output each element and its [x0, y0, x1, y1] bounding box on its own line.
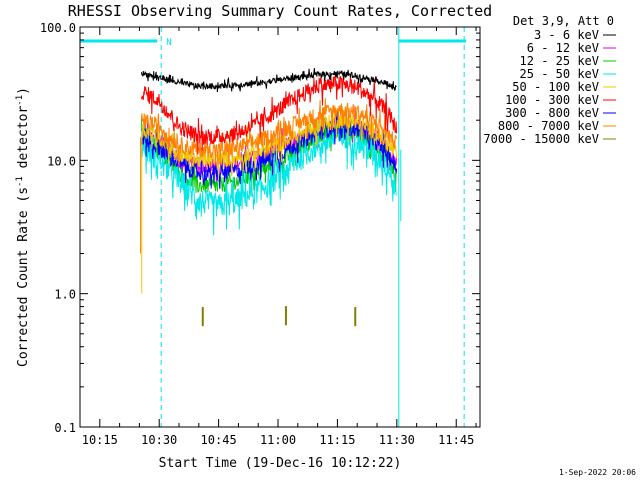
y-tick-label: 10.0	[47, 154, 76, 168]
x-tick-label: 11:45	[438, 433, 474, 447]
legend-label: 300 - 800 keV	[505, 106, 599, 120]
legend-label: 12 - 25 keV	[520, 54, 599, 68]
series-line-5	[140, 75, 398, 155]
y-tick-label: 100.0	[40, 21, 76, 35]
legend-label: 6 - 12 keV	[527, 41, 599, 55]
x-axis-label: Start Time (19-Dec-16 10:12:22)	[159, 456, 402, 471]
y-axis-label-sup1: -1	[15, 176, 25, 187]
series-line-0	[140, 68, 397, 93]
x-tick-label: 10:15	[82, 433, 118, 447]
y-axis-label-main: Corrected Count Rate (s	[16, 187, 31, 367]
y-axis-label-mid: detector	[16, 106, 31, 177]
legend-label: 800 - 7000 keV	[498, 119, 599, 133]
y-tick-label: 1.0	[54, 288, 76, 302]
legend-label: 7000 - 15000 keV	[483, 132, 599, 146]
y-axis-label: Corrected Count Rate (s-1 detector-1)	[15, 87, 31, 367]
x-tick-label: 11:00	[260, 433, 296, 447]
series-line-6	[140, 111, 398, 189]
plot-frame	[79, 26, 481, 428]
y-tick-label: 0.1	[54, 421, 76, 435]
y-axis-label-end: )	[16, 87, 31, 95]
x-tick-label: 10:30	[141, 433, 177, 447]
flag-letter: N	[166, 38, 171, 48]
legend-label: 3 - 6 keV	[534, 28, 599, 42]
series-line-7	[140, 98, 398, 165]
x-tick-label: 11:15	[319, 433, 355, 447]
y-axis-label-sup2: -1	[15, 95, 25, 106]
legend-label: 50 - 100 keV	[512, 80, 599, 94]
footer-timestamp: 1-Sep-2022 20:06	[559, 468, 636, 477]
series-line-3	[140, 110, 398, 236]
x-tick-label: 11:30	[379, 433, 415, 447]
legend-header: Det 3,9, Att 0	[513, 14, 614, 28]
chart-title: RHESSI Observing Summary Count Rates, Co…	[68, 2, 492, 20]
legend-label: 100 - 300 keV	[505, 93, 599, 107]
legend-label: 25 - 50 keV	[520, 67, 599, 81]
x-tick-label: 10:45	[201, 433, 237, 447]
